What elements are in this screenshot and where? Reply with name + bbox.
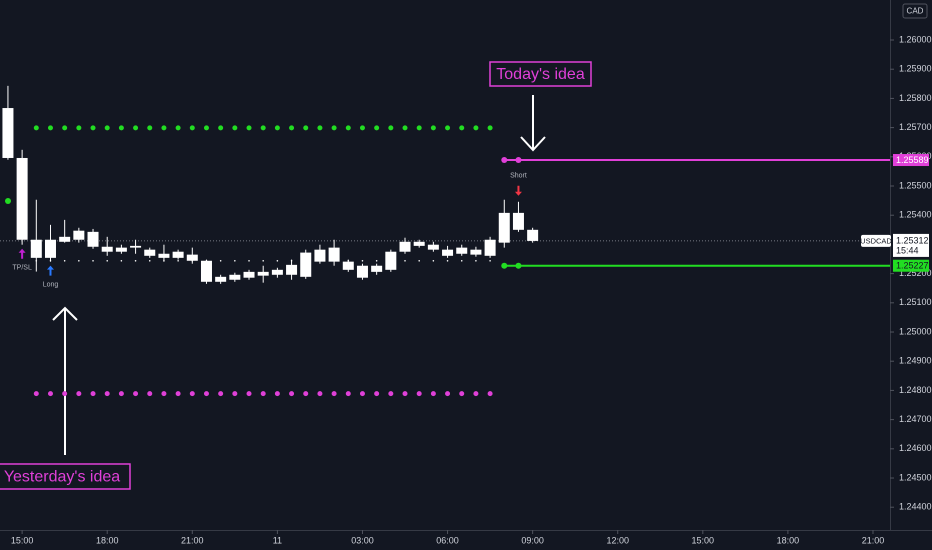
candle-body (385, 251, 397, 270)
candle-body (314, 249, 326, 262)
level-label-box (893, 259, 929, 272)
signal-arrow (514, 185, 522, 196)
candle-body (342, 261, 354, 270)
candle-body (144, 249, 156, 256)
signal-arrow (46, 265, 54, 276)
symbol-box (861, 234, 891, 247)
candle-body (158, 253, 170, 258)
candle-body (271, 269, 283, 275)
y-tick-label: 1.25500 (899, 180, 932, 190)
candle-body (498, 212, 510, 243)
candle-body (356, 265, 368, 278)
candle-body (399, 241, 411, 252)
candle-body (243, 271, 255, 278)
y-tick-label: 1.24500 (899, 472, 932, 482)
candle-body (257, 271, 269, 276)
candle-body (215, 276, 227, 282)
level-dot (515, 157, 522, 164)
x-tick-label: 06:00 (436, 535, 459, 545)
x-tick-label: 12:00 (606, 535, 629, 545)
candle-body (172, 251, 184, 258)
y-tick-label: 1.25200 (899, 268, 932, 278)
y-tick-label: 1.25000 (899, 326, 932, 336)
y-tick-label: 1.25100 (899, 297, 932, 307)
candle-body (470, 249, 482, 255)
candle-body (300, 252, 312, 277)
x-tick-label: 21:00 (181, 535, 204, 545)
candle-body (73, 230, 85, 240)
candle-body (101, 246, 113, 252)
currency-box[interactable] (902, 3, 928, 19)
candle-body (186, 254, 198, 261)
y-tick-label: 1.24400 (899, 502, 932, 512)
level-label: 1.25589 (896, 155, 929, 165)
candle-body (87, 231, 99, 247)
y-tick-label: 1.25400 (899, 210, 932, 220)
entry-dot (5, 198, 11, 204)
candle-body (115, 247, 127, 252)
level-label-box (893, 154, 929, 167)
annotation-text: Yesterday's idea (4, 469, 120, 486)
candle-body (371, 265, 383, 272)
candle-body (328, 247, 340, 262)
candle-body (2, 108, 14, 158)
candle-body (30, 239, 42, 258)
y-tick-label: 1.24800 (899, 385, 932, 395)
x-tick-label: 21:00 (862, 535, 885, 545)
annotation-box (489, 61, 592, 87)
level-dot (501, 157, 508, 164)
annotation-box (0, 463, 131, 490)
x-tick-label: 18:00 (96, 535, 119, 545)
y-tick-label: 1.24700 (899, 414, 932, 424)
signal-arrow (18, 248, 26, 259)
y-tick-label: 1.24900 (899, 356, 932, 366)
candle-body (286, 264, 298, 275)
candle-body (44, 239, 56, 258)
x-tick-label: 03:00 (351, 535, 374, 545)
candle-body (442, 249, 454, 256)
last-price-label: 1.25312 (896, 235, 929, 245)
y-tick-label: 1.24600 (899, 443, 932, 453)
last-price-box (893, 233, 929, 257)
candle-body (229, 274, 241, 280)
level-dot (515, 262, 522, 269)
x-tick-label: 15:00 (692, 535, 715, 545)
candle-body (527, 229, 539, 241)
x-tick-label: 18:00 (777, 535, 800, 545)
candle-body (413, 241, 425, 246)
candle-body (484, 239, 496, 256)
arrow-down (520, 95, 546, 152)
candle-body (200, 260, 212, 282)
y-tick-label: 1.25800 (899, 93, 932, 103)
x-tick-label: 09:00 (521, 535, 544, 545)
x-tick-label: 15:00 (11, 535, 34, 545)
y-tick-label: 1.25900 (899, 64, 932, 74)
level-label: 1.25227 (896, 261, 929, 271)
annotation-text: Today's idea (496, 66, 585, 83)
countdown-label: 15:44 (896, 245, 919, 255)
level-dot (501, 262, 508, 269)
candle-body (16, 157, 28, 240)
arrow-up (52, 306, 78, 455)
x-tick-label: 11 (273, 535, 282, 545)
currency: CAD (907, 7, 924, 16)
signal-label: Short (510, 173, 527, 180)
y-tick-label: 1.25700 (899, 122, 932, 132)
candle-body (456, 247, 468, 254)
signal-label: TP/SL (12, 265, 32, 272)
candle-body (130, 245, 142, 248)
candle-body (59, 236, 71, 242)
signal-label: Long (43, 281, 59, 288)
y-tick-label: 1.26000 (899, 34, 932, 44)
candle-body (512, 212, 524, 230)
candle-body (427, 244, 439, 250)
symbol-label: USDCAD (860, 236, 892, 245)
